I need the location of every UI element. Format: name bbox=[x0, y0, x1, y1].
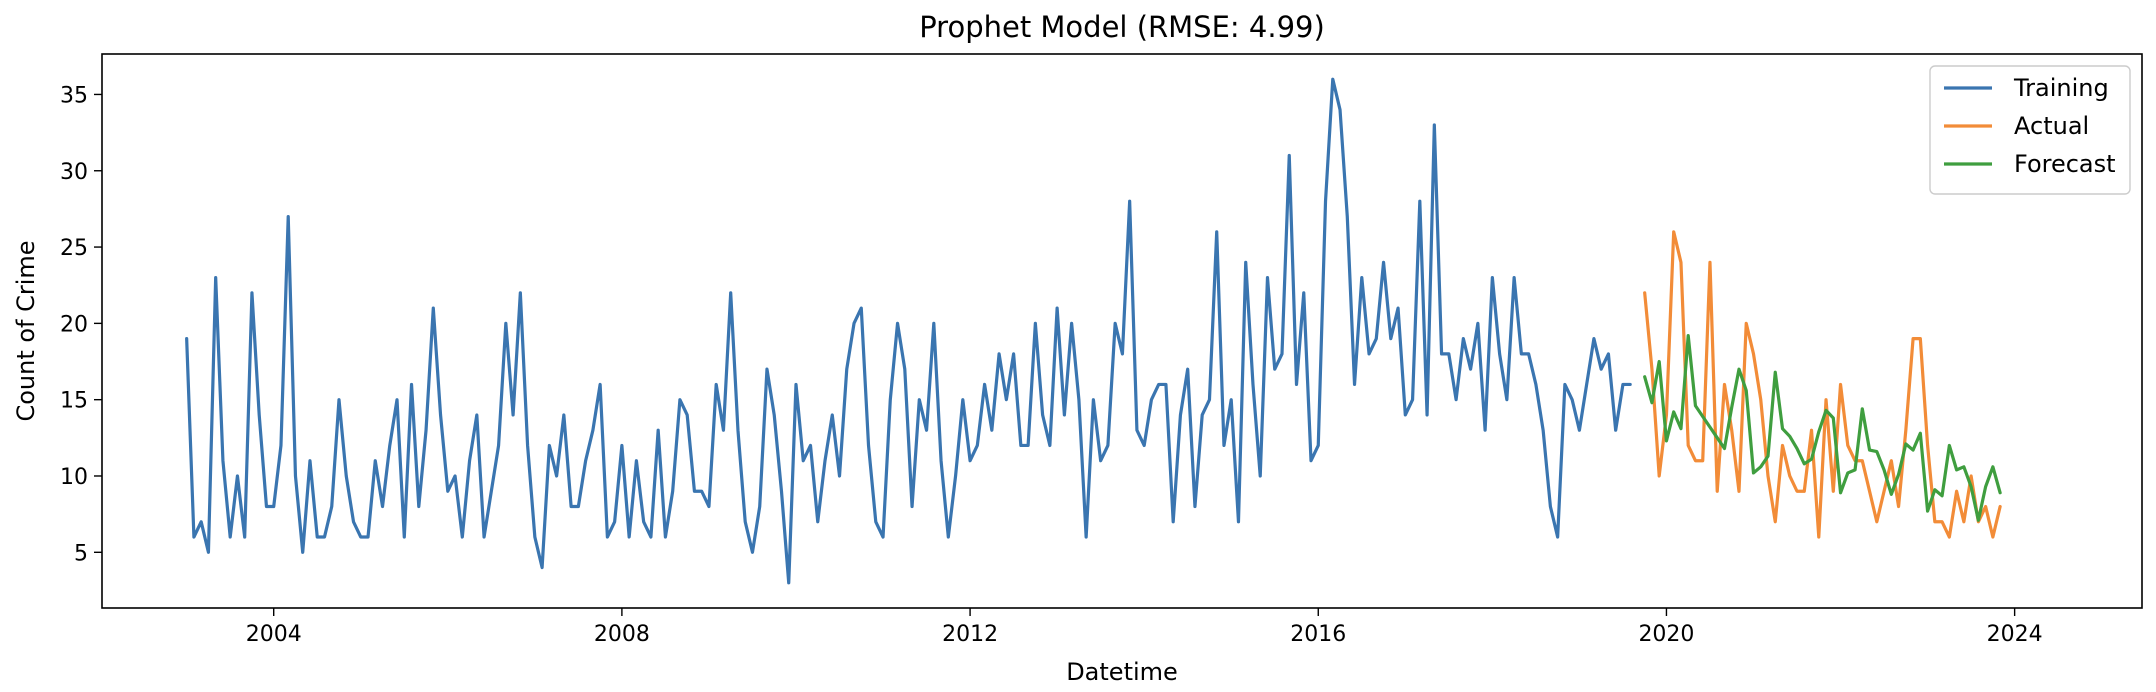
legend-box bbox=[1929, 65, 2131, 195]
x-tick-label: 2008 bbox=[594, 622, 650, 647]
y-tick-label: 5 bbox=[74, 541, 88, 566]
y-tick-label: 10 bbox=[60, 465, 88, 490]
legend: Training Actual Forecast bbox=[1929, 65, 2131, 195]
x-tick-label: 2012 bbox=[942, 622, 998, 647]
x-axis: 2004 2008 2012 2016 2020 2024 bbox=[246, 608, 2043, 647]
legend-label-actual: Actual bbox=[2014, 112, 2089, 140]
x-axis-label: Datetime bbox=[1066, 658, 1178, 686]
chart-title: Prophet Model (RMSE: 4.99) bbox=[919, 10, 1325, 44]
legend-entries: Training Actual Forecast bbox=[1944, 74, 2116, 178]
y-axis: 5 10 15 20 25 30 35 bbox=[60, 83, 102, 566]
y-tick-label: 25 bbox=[60, 236, 88, 261]
series-line-forecast bbox=[1643, 333, 2002, 522]
series-line-training bbox=[185, 77, 1632, 585]
y-axis-label: Count of Crime bbox=[12, 240, 40, 421]
x-tick-label: 2020 bbox=[1638, 622, 1694, 647]
plot-area-frame bbox=[101, 53, 2143, 609]
series-line-actual bbox=[1643, 230, 2002, 539]
y-tick-label: 35 bbox=[60, 83, 88, 108]
y-tick-label: 30 bbox=[60, 160, 88, 185]
legend-label-training: Training bbox=[2013, 74, 2109, 102]
x-tick-label: 2016 bbox=[1290, 622, 1346, 647]
x-tick-label: 2024 bbox=[1987, 622, 2043, 647]
y-tick-label: 15 bbox=[60, 389, 88, 414]
y-tick-label: 20 bbox=[60, 312, 88, 337]
x-tick-label: 2004 bbox=[246, 622, 302, 647]
series-layer bbox=[185, 77, 2002, 585]
legend-label-forecast: Forecast bbox=[2014, 150, 2116, 178]
